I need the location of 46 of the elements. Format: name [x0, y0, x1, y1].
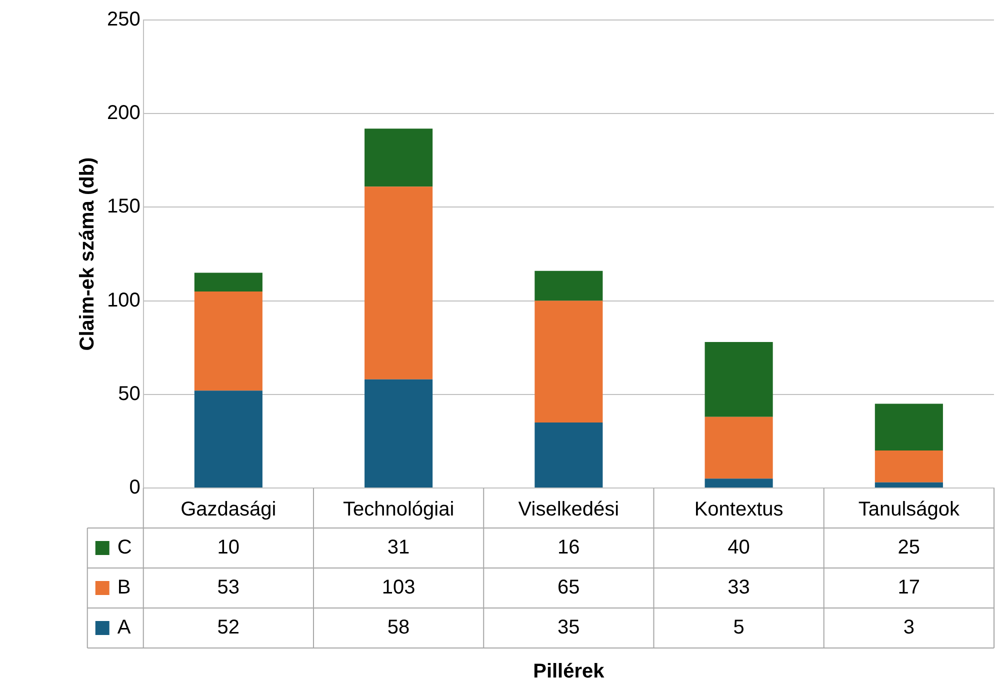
- data-label: 10: [217, 536, 240, 559]
- bar: [704, 342, 773, 417]
- legend-label: A: [117, 616, 132, 639]
- data-label: 35: [558, 616, 580, 639]
- bar: [534, 422, 603, 488]
- bar: [704, 416, 773, 479]
- bar: [194, 272, 262, 292]
- bar: [704, 478, 773, 488]
- data-label: 16: [558, 536, 580, 559]
- bar: [874, 404, 943, 451]
- bar: [194, 390, 262, 488]
- bar: [874, 450, 943, 482]
- legend-label: C: [117, 536, 132, 559]
- x-tick-label: Technológiai: [342, 498, 454, 521]
- data-label: 58: [387, 616, 410, 639]
- x-tick-label: Tanulságok: [858, 498, 961, 521]
- data-label: 53: [217, 576, 240, 599]
- legend-label: B: [117, 576, 131, 599]
- bar: [874, 482, 943, 488]
- data-label: 33: [728, 576, 750, 599]
- bar: [364, 186, 433, 380]
- y-tick-label: 0: [129, 476, 140, 499]
- data-label: 65: [558, 576, 580, 599]
- x-tick-label: Gazdasági: [180, 498, 276, 521]
- bar: [534, 300, 603, 422]
- data-label: 17: [898, 576, 920, 599]
- bar: [534, 270, 603, 301]
- data-label: 103: [382, 576, 416, 599]
- data-label: 40: [728, 536, 750, 559]
- y-tick-label: 150: [106, 196, 140, 218]
- data-label: 31: [387, 536, 410, 559]
- y-tick-label: 50: [118, 382, 140, 405]
- y-tick-label: 100: [106, 289, 140, 312]
- data-label: 5: [733, 616, 744, 639]
- x-tick-label: Viselkedési: [518, 498, 620, 521]
- text: Pillérek: [533, 660, 606, 683]
- data-label: 52: [217, 616, 240, 639]
- bar: [364, 379, 433, 488]
- y-tick-label: 250: [106, 8, 140, 31]
- data-label: 25: [898, 536, 920, 559]
- bar: [364, 128, 433, 187]
- y-tick-label: 200: [106, 102, 140, 124]
- bar: [194, 291, 262, 391]
- data-label: 3: [903, 616, 914, 639]
- y-axis-title: Claim-ek száma (db): [76, 157, 99, 351]
- x-tick-label: Kontextus: [694, 498, 784, 521]
